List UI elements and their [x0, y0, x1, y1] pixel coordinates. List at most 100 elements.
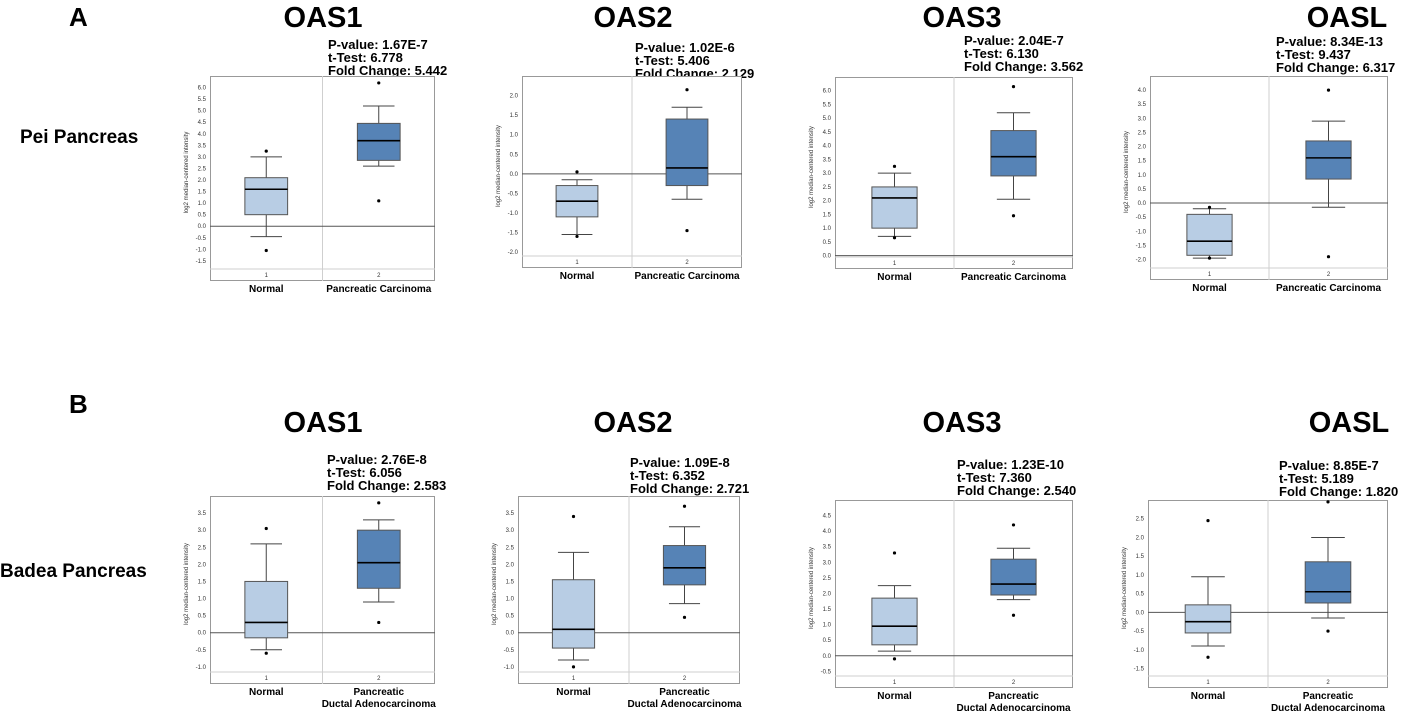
y-tick-label: -1.5 [196, 259, 207, 265]
y-axis-title: log2 median-centered intensity [184, 132, 190, 214]
group-index: 1 [893, 261, 897, 267]
stat-fold: Fold Change: 3.562 [964, 59, 1084, 74]
outlier-point [377, 81, 381, 85]
group-index: 2 [1012, 261, 1016, 267]
y-tick-label: 2.5 [1138, 130, 1147, 136]
y-tick-label: 1.0 [198, 597, 207, 603]
outlier-point [264, 651, 268, 655]
y-tick-label: -1.5 [1136, 243, 1147, 249]
group-index: 1 [265, 676, 269, 682]
boxplot-oas3: 6.0 5.5 5.0 4.5 4.0 3.5 3.0 2.5 2.0 1.5 1.0 0.5 0.0 l… [809, 77, 1073, 283]
outlier-point [892, 657, 897, 661]
stat-pvalue: P-value: 2.04E-7 [964, 33, 1064, 48]
box-normal [871, 186, 918, 229]
gene-title: OASL [1306, 2, 1388, 34]
stat-ttest: t-Test: 6.778 [328, 50, 403, 65]
y-axis-title: log2 median-centered intensity [809, 547, 815, 629]
y-tick-label: 3.0 [198, 155, 207, 161]
category-label: Pancreatic Carcinoma [961, 272, 1066, 283]
y-tick-label: -0.5 [1134, 629, 1145, 635]
stat-fold: Fold Change: 2.721 [630, 481, 750, 496]
group-index: 2 [1012, 680, 1016, 686]
y-axis-title: log2 median-centered intensity [492, 543, 498, 625]
group-index: 1 [572, 676, 576, 682]
y-axis-title: log2 median-centered intensity [184, 543, 190, 625]
category-label: Normal [560, 271, 595, 282]
y-axis-title: log2 median-centered intensity [809, 126, 815, 208]
y-tick-label: -1.0 [508, 211, 519, 217]
y-tick-label: -0.5 [196, 648, 207, 654]
y-tick-label: 3.0 [1138, 116, 1147, 122]
box-normal [871, 597, 918, 646]
y-tick-label: -0.5 [196, 236, 207, 242]
outlier-point [1326, 500, 1330, 504]
y-tick-label: 4.5 [823, 130, 832, 136]
y-tick-label: 1.5 [823, 212, 832, 218]
stat-fold: Fold Change: 6.317 [1276, 60, 1396, 75]
outlier-point [1207, 205, 1212, 209]
y-tick-label: 4.0 [198, 132, 207, 138]
stat-pvalue: P-value: 1.23E-10 [957, 457, 1064, 472]
outlier-point [892, 164, 897, 168]
y-tick-label: -2.0 [508, 250, 519, 256]
stat-ttest: t-Test: 7.360 [957, 470, 1032, 485]
box-cancer [1305, 140, 1352, 180]
category-label: Normal [556, 687, 591, 698]
outlier-point [571, 665, 576, 669]
group-index: 2 [1326, 680, 1330, 686]
category-label: Pancreatic Carcinoma [634, 271, 739, 282]
y-tick-label: 5.5 [198, 97, 207, 103]
y-tick-label: 2.0 [823, 591, 832, 597]
y-tick-label: -0.5 [1136, 215, 1147, 221]
gene-title: OAS2 [593, 2, 673, 34]
outlier-point [575, 170, 579, 174]
box-cancer [990, 130, 1037, 177]
stat-ttest: t-Test: 5.189 [1279, 471, 1354, 486]
y-tick-label: 0.0 [506, 631, 515, 637]
y-tick-label: 0.5 [1136, 592, 1145, 598]
stat-ttest: t-Test: 6.130 [964, 46, 1039, 61]
stat-ttest: t-Test: 5.406 [635, 53, 710, 68]
outlier-point [264, 149, 268, 153]
y-tick-label: 0.5 [198, 614, 207, 620]
y-tick-label: 0.0 [510, 172, 519, 178]
y-tick-label: 1.5 [1136, 554, 1145, 560]
y-tick-label: -1.0 [1134, 648, 1145, 654]
y-tick-label: 0.5 [823, 638, 832, 644]
box-normal [244, 177, 289, 216]
gene-title: OAS3 [922, 2, 1002, 34]
y-axis-title: log2 median-centered intensity [1124, 131, 1130, 213]
y-tick-label: 3.0 [823, 560, 832, 566]
stat-fold: Fold Change: 2.583 [327, 478, 447, 493]
box-cancer [1304, 561, 1352, 604]
y-tick-label: 0.0 [1138, 201, 1147, 207]
group-index: 2 [683, 676, 687, 682]
y-tick-label: -0.5 [821, 669, 832, 675]
outlier-point [377, 199, 381, 203]
y-tick-label: 3.5 [823, 545, 832, 551]
y-tick-label: -0.5 [508, 191, 519, 197]
stats-block: P-value: 1.09E-8 t-Test: 6.352 Fold Change… [630, 456, 749, 495]
stats-block: P-value: 1.02E-6 t-Test: 5.406 Fold Change… [635, 41, 754, 80]
outlier-point [682, 504, 687, 508]
outlier-point [1206, 518, 1210, 523]
y-tick-label: -1.0 [196, 247, 207, 253]
stats-block: P-value: 8.34E-13 t-Test: 9.437 Fold Chang… [1276, 35, 1395, 74]
box-normal [1184, 604, 1232, 634]
outlier-point [575, 234, 579, 239]
y-tick-label: 3.0 [506, 528, 515, 534]
stat-pvalue: P-value: 2.76E-8 [327, 452, 427, 467]
box-cancer [665, 118, 709, 187]
y-tick-label: 2.5 [823, 576, 832, 582]
y-tick-label: -1.0 [1136, 229, 1147, 235]
y-tick-label: 2.5 [198, 166, 207, 172]
group-index: 1 [893, 680, 897, 686]
category-label: Pancreatic Carcinoma [326, 284, 431, 295]
y-tick-label: 2.0 [1136, 535, 1145, 541]
category-label: Normal [1191, 691, 1226, 702]
stat-pvalue: P-value: 8.85E-7 [1279, 458, 1379, 473]
y-tick-label: 3.5 [1138, 102, 1147, 108]
outlier-point [377, 620, 381, 625]
y-tick-label: 0.5 [510, 152, 519, 158]
y-tick-label: 1.5 [198, 190, 207, 196]
